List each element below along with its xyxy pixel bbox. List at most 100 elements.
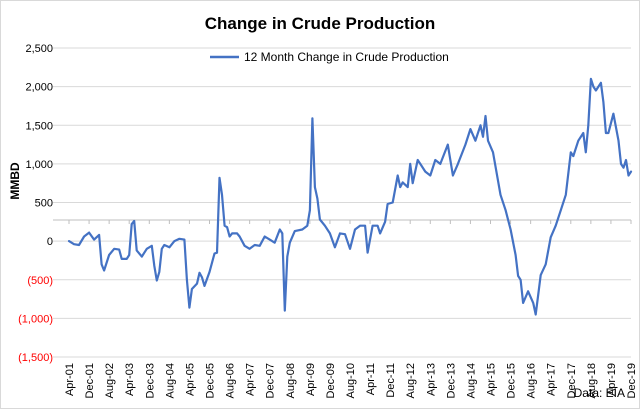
data-point <box>216 251 218 254</box>
x-tick-label: Apr-05 <box>184 363 196 396</box>
x-tick-label: Dec-09 <box>325 363 337 398</box>
data-point <box>396 174 399 177</box>
data-point <box>161 248 163 250</box>
x-tick-label: Dec-05 <box>205 363 217 398</box>
data-point <box>487 139 489 142</box>
data-point <box>188 306 191 309</box>
legend: 12 Month Change in Crude Production <box>210 50 449 64</box>
data-point <box>625 159 627 161</box>
data-point <box>554 224 557 227</box>
data-point <box>482 136 484 138</box>
data-point <box>464 143 467 146</box>
data-point <box>286 255 289 258</box>
data-point <box>379 232 381 235</box>
data-point <box>236 232 238 235</box>
data-point <box>344 233 346 235</box>
x-tick-label: Apr-03 <box>124 363 136 396</box>
data-point <box>83 235 85 238</box>
data-point <box>243 245 246 247</box>
data-point <box>316 197 319 200</box>
data-point <box>514 254 517 256</box>
data-point <box>534 313 537 316</box>
data-point <box>228 235 231 238</box>
x-tick-label: Aug-02 <box>104 363 116 398</box>
data-point <box>617 139 620 142</box>
data-point <box>620 163 622 165</box>
data-point <box>173 240 176 242</box>
data-point <box>221 194 223 196</box>
x-tick-label: Dec-01 <box>84 363 96 398</box>
data-point <box>504 209 507 211</box>
data-point <box>587 124 590 127</box>
data-point <box>474 139 477 142</box>
data-point <box>429 174 432 177</box>
data-point <box>125 258 128 260</box>
data-point <box>103 269 105 272</box>
data-point <box>585 151 587 154</box>
x-tick-label: Dec-17 <box>566 363 578 398</box>
data-point <box>183 238 186 241</box>
data-point <box>622 166 625 169</box>
data-point <box>223 224 226 227</box>
data-point <box>602 101 605 103</box>
y-tick-label: (500) <box>27 275 53 287</box>
y-axis-label: MMBD <box>8 162 22 200</box>
data-point <box>263 235 266 238</box>
data-point <box>565 194 567 196</box>
y-tick-label: 1,000 <box>25 159 53 171</box>
data-point <box>364 224 366 227</box>
data-point <box>539 274 542 276</box>
series-line-0 <box>67 77 633 316</box>
data-point <box>198 272 201 274</box>
data-point <box>630 170 632 173</box>
data-point <box>168 246 171 249</box>
data-point <box>231 232 233 235</box>
data-point <box>522 302 524 304</box>
data-point <box>595 89 597 92</box>
data-point <box>354 228 356 231</box>
data-point <box>399 186 402 188</box>
series-layer <box>67 77 633 316</box>
data-point <box>406 186 409 188</box>
data-point <box>218 177 221 179</box>
x-tick-label: Apr-07 <box>245 363 257 396</box>
y-tick-label: 2,500 <box>25 43 53 55</box>
y-tick-label: (1,000) <box>18 313 53 325</box>
data-point <box>560 209 562 211</box>
x-tick-label: Dec-07 <box>265 363 277 398</box>
chart-title: Change in Crude Production <box>205 14 435 33</box>
data-point <box>128 254 130 256</box>
gridlines <box>53 47 631 358</box>
data-point <box>98 234 100 236</box>
data-point <box>457 163 459 165</box>
x-tick-label: Aug-12 <box>405 363 417 398</box>
y-tick-label: (1,500) <box>18 352 53 364</box>
data-point <box>605 132 607 134</box>
x-tick-label: Aug-14 <box>465 363 477 398</box>
data-point <box>570 151 572 154</box>
x-tick-label: Aug-06 <box>225 363 237 398</box>
x-tick-label: Dec-03 <box>144 363 156 398</box>
data-point <box>88 231 90 234</box>
data-point <box>208 271 211 273</box>
data-point <box>469 128 472 130</box>
y-tick-label: 1,500 <box>25 120 53 132</box>
data-point <box>213 252 216 255</box>
x-tick-label: Apr-19 <box>606 363 618 396</box>
data-point <box>532 302 534 304</box>
data-point <box>93 238 95 241</box>
x-tick-label: Dec-13 <box>445 363 457 398</box>
data-point <box>151 245 153 247</box>
data-point <box>68 240 70 242</box>
data-point <box>178 238 181 240</box>
data-point <box>590 78 592 80</box>
data-point <box>577 139 580 142</box>
legend-label: 12 Month Change in Crude Production <box>244 50 449 64</box>
data-point <box>163 244 166 246</box>
data-point <box>226 226 228 228</box>
data-point <box>349 248 351 250</box>
data-point <box>279 228 281 231</box>
x-tick-label: Aug-10 <box>345 363 357 398</box>
